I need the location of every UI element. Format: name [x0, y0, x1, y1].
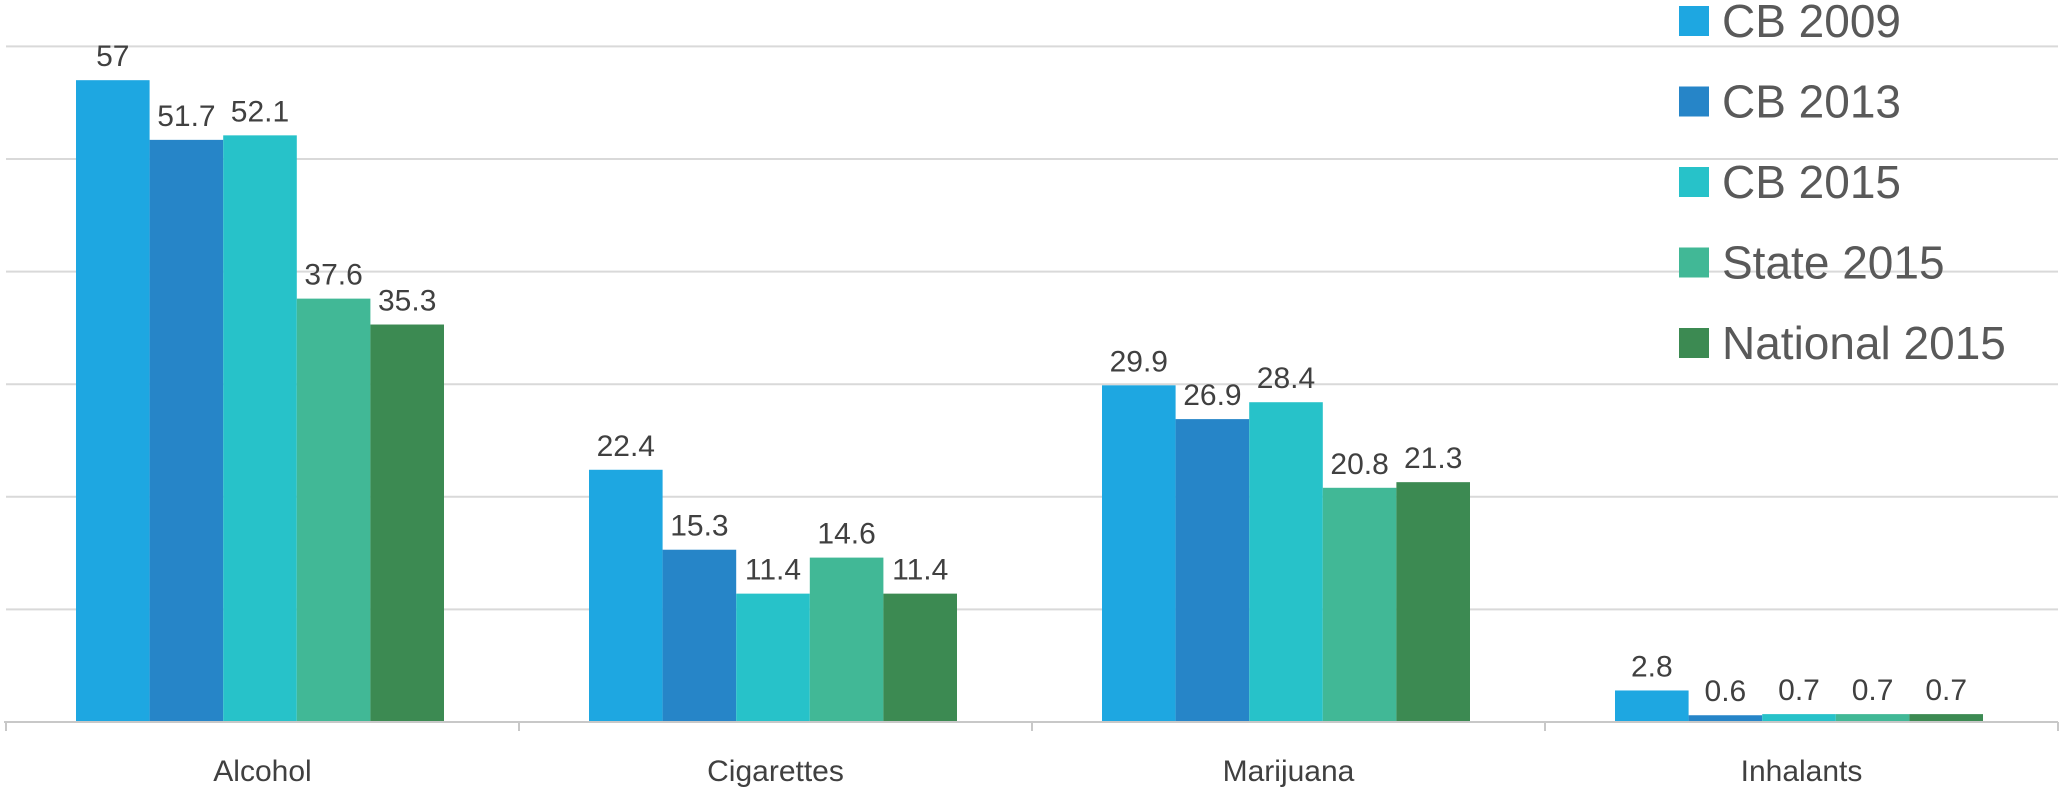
- x-tick-label: Marijuana: [1223, 755, 1355, 788]
- data-label: 11.4: [745, 554, 801, 587]
- data-label: 52.1: [231, 95, 289, 128]
- data-label: 51.7: [157, 100, 215, 133]
- bar: [1175, 419, 1250, 722]
- legend-label: CB 2009: [1722, 0, 1901, 47]
- bar: [1102, 385, 1176, 722]
- bar: [1615, 690, 1689, 722]
- bar: [1249, 402, 1323, 722]
- bars: [76, 80, 1983, 723]
- data-label: 22.4: [597, 430, 655, 463]
- bar: [1835, 714, 1910, 722]
- bar: [296, 298, 371, 722]
- x-tick-label: Alcohol: [213, 755, 311, 788]
- x-tick-label: Inhalants: [1741, 755, 1863, 788]
- bar: [809, 557, 884, 722]
- data-label: 37.6: [304, 259, 362, 292]
- bar: [1909, 714, 1983, 722]
- data-label: 0.7: [1925, 674, 1967, 707]
- bar: [1762, 714, 1836, 722]
- data-label: 28.4: [1257, 362, 1315, 395]
- data-label: 20.8: [1330, 448, 1388, 481]
- bar: [149, 139, 224, 722]
- legend: CB 2009 CB 2013 CB 2015 State 2015 National …: [1679, 0, 2006, 369]
- data-label: 0.7: [1852, 674, 1894, 707]
- data-label: 14.6: [817, 518, 875, 551]
- legend-swatch: [1679, 328, 1709, 358]
- data-label: 26.9: [1183, 379, 1241, 412]
- data-label: 57: [96, 40, 129, 73]
- data-label: 21.3: [1404, 442, 1462, 475]
- data-label: 15.3: [670, 510, 728, 543]
- legend-swatch: [1679, 167, 1709, 197]
- data-label: 2.8: [1631, 650, 1673, 683]
- bar: [1688, 715, 1763, 722]
- bar: [662, 549, 737, 722]
- data-label: 35.3: [378, 285, 436, 318]
- data-label: 0.7: [1778, 674, 1820, 707]
- legend-swatch: [1679, 247, 1709, 278]
- legend-label: CB 2015: [1722, 156, 1901, 208]
- bar: [76, 80, 150, 723]
- value-labels: 57 51.7 52.1 37.6 35.3 22.4 15.3 11.4 14.6 11.4 29…: [96, 40, 1967, 708]
- legend-swatch: [1679, 6, 1709, 36]
- bar: [1322, 487, 1397, 722]
- x-tick-label: Cigarettes: [707, 755, 844, 788]
- legend-label: National 2015: [1722, 317, 2006, 369]
- bar: [736, 593, 810, 722]
- x-axis: Alcohol Cigarettes Marijuana Inhalants: [4, 721, 2059, 788]
- bar: [589, 469, 663, 722]
- legend-swatch: [1679, 86, 1709, 117]
- bar: [223, 135, 297, 722]
- legend-label: State 2015: [1722, 237, 1945, 289]
- bar: [1396, 482, 1470, 722]
- data-label: 29.9: [1110, 345, 1168, 378]
- legend-label: CB 2013: [1722, 76, 1901, 128]
- data-label: 0.6: [1705, 675, 1747, 708]
- bar: [370, 324, 444, 722]
- data-label: 11.4: [892, 554, 948, 587]
- bar: [883, 593, 957, 722]
